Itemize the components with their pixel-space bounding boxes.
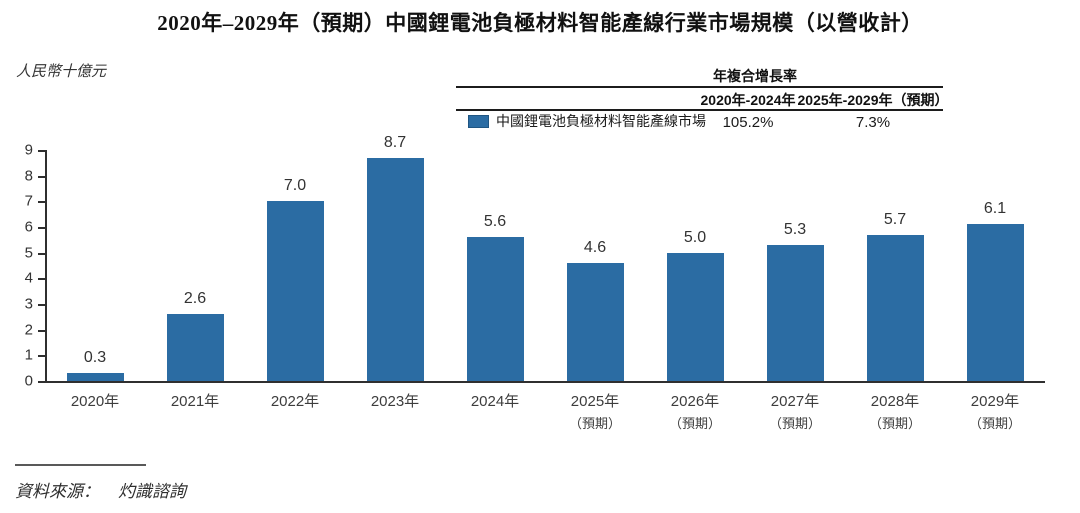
cagr-value-2025-2029: 7.3% <box>855 114 891 131</box>
bar-2020年 <box>66 373 124 381</box>
source-divider-line <box>15 464 146 466</box>
plot-area: 0 1 2 3 4 5 6 7 8 9 0.3 2020年 2.6 2021年 7.0 2022年 8.7 202… <box>25 134 1045 431</box>
y-axis-tick-mark <box>38 150 45 152</box>
legend-label: 中國鋰電池負極材料智能產線市場 <box>496 115 706 130</box>
legend-row: 中國鋰電池負極材料智能產線市場 <box>468 111 706 131</box>
bar-value-label: 5.3 <box>783 220 807 238</box>
bar-value-label: 4.6 <box>583 238 607 256</box>
y-axis-tick-label: 4 <box>24 269 33 287</box>
bar-2025年 <box>566 262 624 381</box>
y-axis-unit-label: 人民幣十億元 <box>16 64 107 80</box>
y-axis-tick-label: 7 <box>24 192 33 210</box>
bar-2027年 <box>766 244 824 381</box>
y-axis-tick-label: 6 <box>24 218 33 236</box>
y-axis-tick-mark <box>38 227 45 229</box>
x-axis-line <box>45 381 1045 383</box>
bar-2028年 <box>866 234 924 381</box>
y-axis-tick-mark <box>38 355 45 358</box>
y-axis-tick-mark <box>38 278 45 281</box>
bar-value-label: 7.0 <box>283 177 307 195</box>
y-axis-tick-label: 2 <box>24 321 33 339</box>
cagr-table-header: 年複合增長率 <box>713 70 797 85</box>
y-axis-tick-label: 8 <box>24 167 33 185</box>
x-axis-tick-label: 2028年 （預期） <box>868 393 922 431</box>
bar-2023年 <box>366 157 424 381</box>
y-axis-tick-label: 3 <box>24 295 33 313</box>
bar-2024年 <box>466 237 524 381</box>
y-axis-tick-mark <box>38 201 45 204</box>
y-axis-tick-mark <box>38 175 45 178</box>
cagr-table-rule-top <box>456 86 943 88</box>
bar-2022年 <box>266 201 324 381</box>
bar-value-label: 6.1 <box>983 200 1007 218</box>
cagr-column-header-2025-2029: 2025年-2029年（預期） <box>797 92 949 108</box>
bar-value-label: 5.7 <box>883 210 907 228</box>
source-note: 資料來源： 灼識諮詢 <box>15 477 186 502</box>
y-axis-tick-mark <box>38 329 45 332</box>
x-axis-tick-label: 2024年 <box>470 393 520 410</box>
x-axis-tick-label: 2020年 <box>70 393 120 410</box>
x-axis-tick-label: 2023年 <box>370 393 420 410</box>
y-axis-tick-label: 0 <box>24 372 33 390</box>
y-axis-tick-label: 5 <box>24 244 33 262</box>
cagr-value-2020-2024: 105.2% <box>722 114 774 131</box>
x-axis-tick-label: 2022年 <box>270 393 320 410</box>
bar-value-label: 5.6 <box>483 213 507 231</box>
cagr-table-rule-bottom <box>456 109 943 111</box>
y-axis-line <box>45 150 47 383</box>
x-axis-tick-label: 2026年 （預期） <box>668 393 722 431</box>
y-axis-tick-mark <box>38 381 45 383</box>
y-axis-tick-mark <box>38 252 45 255</box>
legend-swatch-icon <box>468 114 489 128</box>
bar-value-label: 8.7 <box>383 133 407 151</box>
bar-value-label: 5.0 <box>683 228 707 246</box>
cagr-column-header-2020-2024: 2020年-2024年 <box>700 92 796 108</box>
x-axis-tick-label: 2027年 （預期） <box>768 393 822 431</box>
bar-value-label: 0.3 <box>83 349 107 367</box>
bar-value-label: 2.6 <box>183 290 207 308</box>
x-axis-tick-label: 2021年 <box>170 393 220 410</box>
chart-title: 2020年–2029年（預期）中國鋰電池負極材料智能產線行業市場規模（以營收計） <box>157 11 923 35</box>
source-value: 灼識諮詢 <box>118 482 186 501</box>
source-label: 資料來源： <box>15 482 100 501</box>
bar-2029年 <box>966 224 1024 381</box>
y-axis-tick-label: 1 <box>24 346 33 364</box>
x-axis-tick-label: 2029年 （預期） <box>968 393 1022 431</box>
bar-2026年 <box>666 252 724 381</box>
x-axis-tick-label: 2025年 （預期） <box>568 393 622 431</box>
y-axis-tick-mark <box>38 304 45 306</box>
y-axis-tick-label: 9 <box>24 141 33 159</box>
bar-2021年 <box>166 314 224 381</box>
